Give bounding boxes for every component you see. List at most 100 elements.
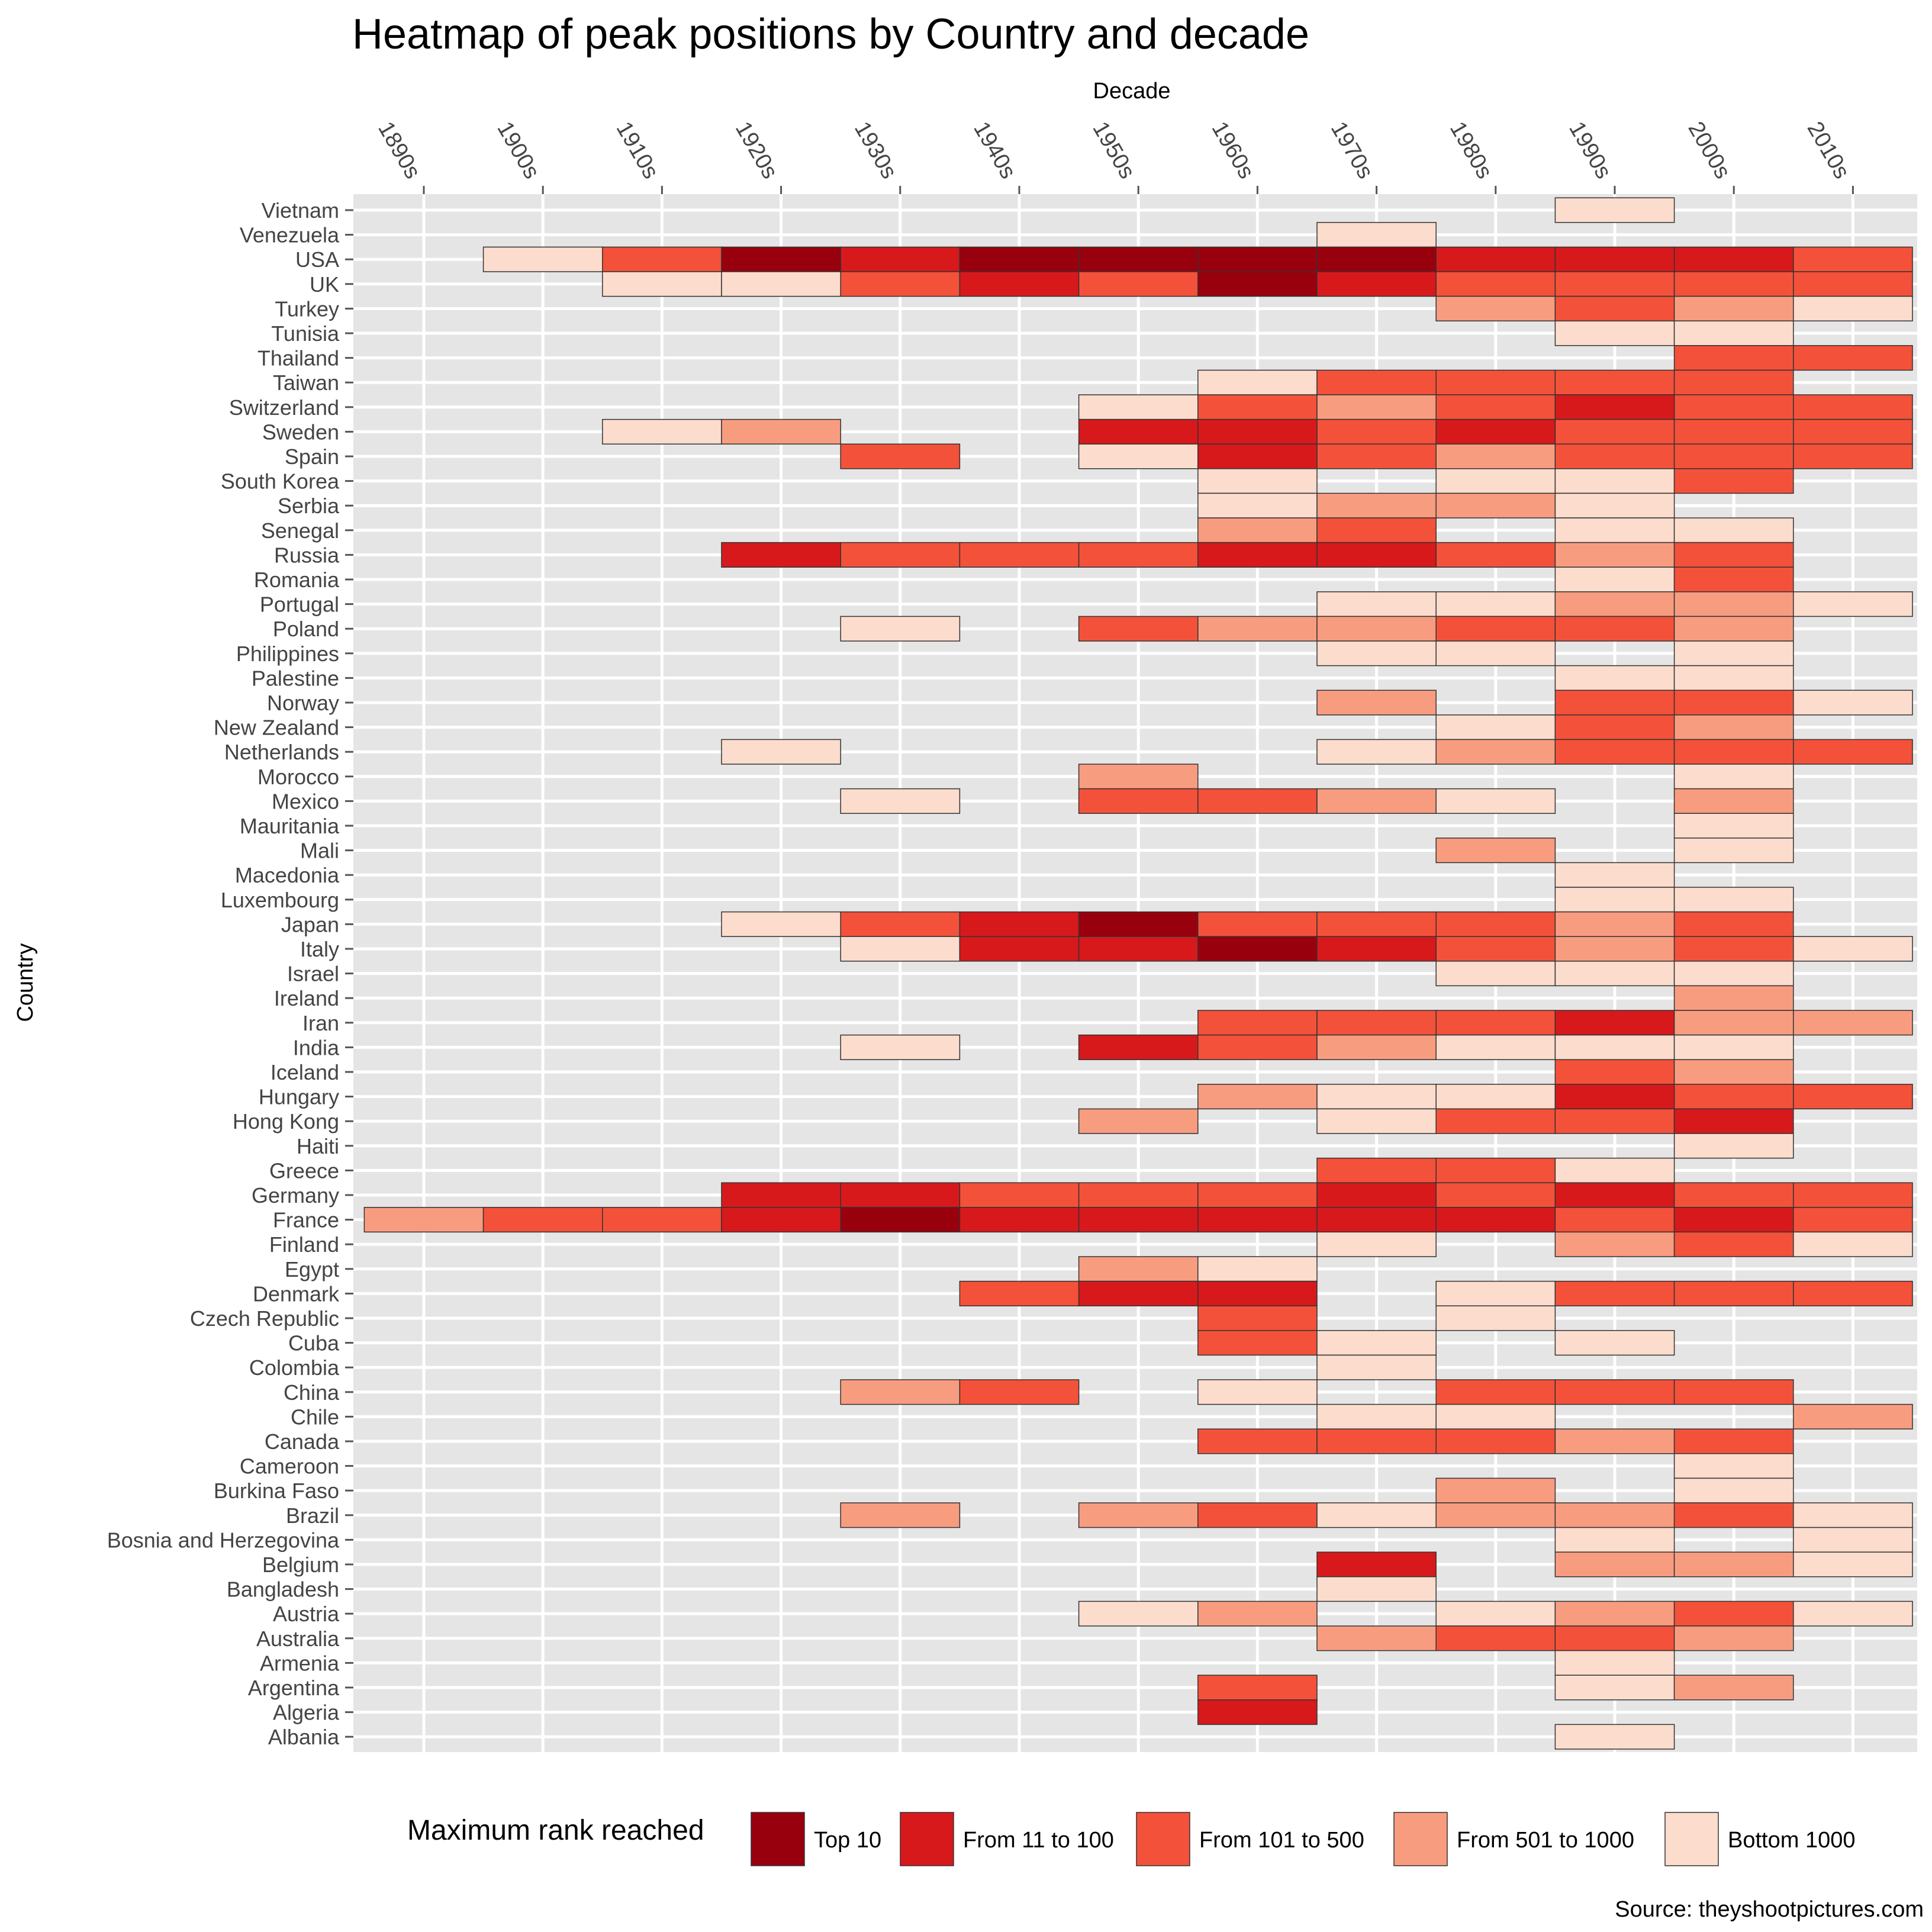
heatmap-cell [1197, 788, 1318, 814]
heatmap-cell [1435, 788, 1556, 814]
heatmap-cell [1316, 443, 1437, 469]
x-tick-label: 2000s [1683, 118, 1735, 183]
y-tick-label: Luxembourg [221, 888, 339, 912]
heatmap-cell [1197, 911, 1318, 937]
heatmap-cell [840, 1034, 961, 1060]
heatmap-cell [1673, 1453, 1794, 1479]
heatmap-cell [1435, 418, 1556, 445]
heatmap-cell [1554, 1207, 1675, 1233]
legend-label: Top 10 [814, 1828, 881, 1853]
heatmap-cell [1197, 542, 1318, 568]
heatmap-cell [1316, 271, 1437, 297]
heatmap-cell [1554, 246, 1675, 272]
x-tick-label: 1890s [373, 118, 425, 183]
legend-swatch [1664, 1812, 1719, 1866]
y-tick-label: Iceland [271, 1060, 339, 1084]
heatmap-cell [1316, 1182, 1437, 1208]
heatmap-cell [1316, 739, 1437, 765]
heatmap-cell [840, 616, 961, 642]
heatmap-cell [1673, 887, 1794, 913]
heatmap-cell [1793, 443, 1913, 469]
heatmap-cell [1673, 246, 1794, 272]
y-tick-label: Vietnam [262, 198, 339, 223]
heatmap-cell [1078, 1256, 1199, 1282]
y-tick-label: Finland [269, 1232, 339, 1257]
heatmap-cell [482, 246, 603, 272]
heatmap-cell [1554, 418, 1675, 445]
heatmap-cell [1078, 1207, 1199, 1233]
heatmap-cell [1435, 591, 1556, 617]
heatmap-cell [1554, 714, 1675, 740]
heatmap-cell [1316, 1551, 1437, 1577]
heatmap-cell [1673, 616, 1794, 642]
heatmap-cell [1793, 1502, 1913, 1528]
heatmap-cell [1793, 1280, 1913, 1306]
y-tick-label: France [273, 1208, 339, 1232]
heatmap-cell [1554, 1034, 1675, 1060]
heatmap-cell [721, 271, 841, 297]
legend-label: From 11 to 100 [963, 1828, 1114, 1853]
y-tick-label: Haiti [297, 1134, 339, 1158]
heatmap-cell [1197, 369, 1318, 395]
heatmap-cell [1673, 418, 1794, 445]
legend-label: From 501 to 1000 [1457, 1828, 1634, 1853]
heatmap-cell [1316, 517, 1437, 543]
heatmap-cell [1554, 961, 1675, 987]
heatmap-cell [1316, 690, 1437, 716]
heatmap-cell [1078, 542, 1199, 568]
heatmap-cell [1793, 1010, 1913, 1036]
heatmap-cell [1435, 1280, 1556, 1306]
heatmap-cell [1673, 764, 1794, 790]
y-tick-label: Germany [252, 1183, 339, 1208]
heatmap-cell [1316, 394, 1437, 420]
legend-title: Maximum rank reached [407, 1815, 704, 1846]
y-tick-label: Poland [273, 617, 339, 641]
heatmap-cell [1554, 616, 1675, 642]
heatmap-cell [1554, 1010, 1675, 1036]
heatmap-cell [1554, 1625, 1675, 1651]
heatmap-cell [721, 1182, 841, 1208]
legend-keys: Top 10 From 11 to 100 From 101 to 500 From … [751, 1812, 1855, 1866]
heatmap-cell [1673, 714, 1794, 740]
heatmap-cell [1435, 936, 1556, 962]
heatmap-cell [1673, 320, 1794, 346]
y-tick-label: India [293, 1035, 340, 1060]
heatmap-cell [1316, 616, 1437, 642]
heatmap-cell [1316, 1576, 1437, 1602]
heatmap-cell [1554, 936, 1675, 962]
heatmap-cell [1316, 1354, 1437, 1380]
heatmap-cell [1673, 690, 1794, 716]
heatmap-cell [959, 1207, 1080, 1233]
heatmap-cell [1673, 591, 1794, 617]
x-tick-label: 1930s [849, 118, 901, 183]
heatmap-cell [840, 1502, 961, 1528]
heatmap-cell [1197, 1379, 1318, 1405]
y-tick-label: Hong Kong [233, 1109, 339, 1134]
y-tick-label: Austria [273, 1602, 340, 1626]
y-tick-label: UK [310, 272, 339, 297]
heatmap-cell [1435, 1034, 1556, 1060]
y-tick-label: South Korea [221, 469, 340, 494]
heatmap-cell [1673, 1059, 1794, 1085]
heatmap-cell [1793, 591, 1913, 617]
heatmap-cell [1435, 838, 1556, 864]
heatmap-cell [1435, 1010, 1556, 1036]
heatmap-cell [1197, 1502, 1318, 1528]
heatmap-cell [1197, 1601, 1318, 1627]
heatmap-cell [1673, 1428, 1794, 1454]
heatmap-cell [1316, 1625, 1437, 1651]
heatmap-cell [840, 1182, 961, 1208]
heatmap-cell [1316, 1207, 1437, 1233]
heatmap-cell [1554, 739, 1675, 765]
heatmap-cell [1673, 1108, 1794, 1134]
x-axis-title: Decade [1093, 79, 1171, 104]
heatmap-cell [1554, 1330, 1675, 1356]
heatmap-cell [1078, 271, 1199, 297]
heatmap-cell [1316, 936, 1437, 962]
heatmap-cell [1673, 1182, 1794, 1208]
heatmap-cell [1673, 394, 1794, 420]
heatmap-cell [959, 1182, 1080, 1208]
heatmap-cell [1554, 1157, 1675, 1183]
heatmap-tiles [363, 197, 1913, 1750]
